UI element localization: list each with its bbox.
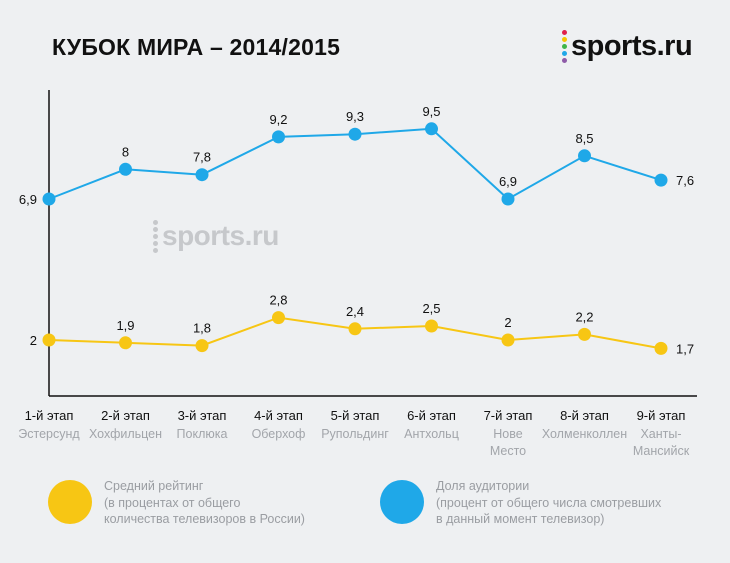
data-label: 9,3 — [346, 109, 364, 124]
data-point — [348, 322, 362, 336]
legend-line: (процент от общего числа смотревших — [436, 495, 662, 510]
watermark-dot — [153, 226, 158, 232]
rating-legend-swatch-icon — [48, 480, 92, 524]
chart-title: КУБОК МИРА – 2014/2015 — [52, 34, 341, 60]
legend-line: Доля аудитории — [436, 479, 530, 493]
data-label: 7,8 — [193, 150, 211, 165]
legend-line: количества телевизоров в России) — [104, 512, 305, 526]
logo-text: sports.ru — [571, 29, 693, 62]
data-label: 6,9 — [19, 192, 37, 207]
data-label: 7,6 — [676, 173, 694, 188]
logo-dot — [562, 43, 567, 49]
data-label: 9,2 — [269, 112, 287, 127]
x-tick-label: 5-й этап — [331, 408, 380, 423]
data-label: 1,7 — [676, 341, 694, 356]
data-label: 2 — [504, 315, 511, 330]
data-point — [348, 127, 362, 141]
x-tick-sublabel: Место — [490, 444, 526, 458]
data-point — [119, 336, 132, 350]
data-label: 2 — [30, 333, 37, 348]
data-label: 2,4 — [346, 304, 364, 319]
data-point — [272, 130, 285, 144]
x-tick-sublabel: Поклюка — [177, 427, 228, 441]
data-point — [654, 173, 668, 187]
series-layer: 6,9 8 7,8 9,2 9,3 9,5 6,9 8,5 7,6 2 1,9 1,8 2,8 2,4 2,… — [19, 104, 694, 357]
legend-item-share: Доля аудитории (процент от общего числа … — [380, 478, 661, 528]
x-tick-sublabel: Нове — [493, 427, 522, 441]
x-tick-label: 1-й этап — [25, 408, 74, 423]
logo-dot — [562, 57, 567, 63]
data-label: 1,8 — [193, 321, 211, 336]
data-label: 2,8 — [269, 293, 287, 308]
data-point — [578, 149, 591, 163]
x-tick-label: 8-й этап — [560, 408, 609, 423]
x-tick-labels: 1-й этап Эстерсунд 2-й этап Хохфильцен 3-й э… — [18, 408, 689, 458]
data-point — [501, 192, 515, 206]
series-rating: 2 1,9 1,8 2,8 2,4 2,5 2 2,2 1,7 — [30, 293, 694, 357]
x-tick-sublabel: Эстерсунд — [18, 427, 80, 441]
watermark-dot — [153, 240, 158, 246]
logo-dot — [562, 50, 567, 56]
x-tick-sublabel: Рупольдинг — [321, 427, 389, 441]
data-point — [578, 327, 591, 341]
logo-dots-icon — [562, 29, 567, 63]
data-point — [654, 341, 668, 355]
data-point — [42, 333, 56, 347]
watermark: sports.ru — [153, 218, 279, 254]
sports-ru-logo: sports.ru — [562, 26, 693, 66]
x-tick-sublabel: Оберхоф — [252, 427, 306, 441]
x-tick-sublabel: Антхольц — [404, 427, 459, 441]
data-label: 8,5 — [575, 131, 593, 146]
share-legend-swatch-icon — [380, 480, 424, 524]
x-tick-label: 3-й этап — [178, 408, 227, 423]
legend-item-rating: Средний рейтинг (в процентах от общего к… — [48, 478, 305, 528]
data-point — [425, 319, 438, 333]
data-label: 1,9 — [116, 318, 134, 333]
data-label: 8 — [122, 144, 129, 159]
logo-dot — [562, 29, 567, 35]
watermark-dot — [153, 219, 158, 225]
data-label: 9,5 — [422, 104, 440, 119]
data-label: 2,2 — [575, 309, 593, 324]
x-tick-label: 4-й этап — [254, 408, 303, 423]
data-point — [42, 192, 56, 206]
watermark-text: sports.ru — [162, 220, 279, 251]
legend-text: Средний рейтинг (в процентах от общего к… — [104, 478, 305, 528]
data-point — [501, 333, 515, 347]
legend-line: Средний рейтинг — [104, 479, 204, 493]
data-point — [195, 168, 209, 182]
x-tick-label: 2-й этап — [101, 408, 150, 423]
data-point — [272, 311, 285, 325]
watermark-dot — [153, 247, 158, 253]
x-tick-sublabel: Ханты- — [640, 427, 681, 441]
data-label: 6,9 — [499, 174, 517, 189]
data-point — [195, 339, 209, 353]
legend-text: Доля аудитории (процент от общего числа … — [436, 478, 661, 528]
x-tick-sublabel: Мансийск — [633, 444, 690, 458]
logo-dot — [562, 36, 567, 42]
x-tick-label: 7-й этап — [484, 408, 533, 423]
watermark-dots-icon — [153, 219, 158, 253]
data-label: 2,5 — [422, 301, 440, 316]
watermark-dot — [153, 233, 158, 239]
legend-line: в данный момент телевизор) — [436, 512, 605, 526]
series-share: 6,9 8 7,8 9,2 9,3 9,5 6,9 8,5 7,6 — [19, 104, 694, 207]
data-point — [119, 162, 132, 176]
x-tick-label: 9-й этап — [637, 408, 686, 423]
legend-line: (в процентах от общего — [104, 495, 241, 510]
x-tick-sublabel: Холменколлен — [542, 427, 627, 441]
x-tick-label: 6-й этап — [407, 408, 456, 423]
x-tick-sublabel: Хохфильцен — [89, 427, 162, 441]
data-point — [425, 122, 438, 136]
